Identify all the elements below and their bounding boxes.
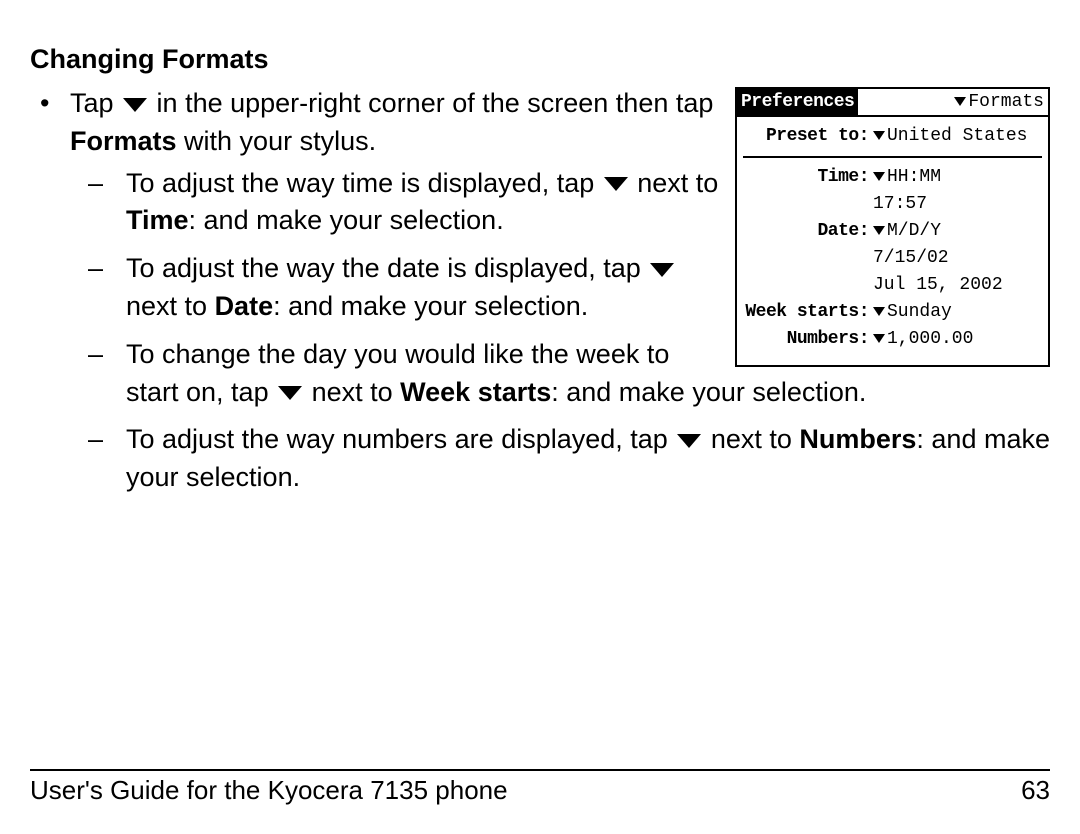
sub-item: To adjust the way time is displayed, tap… (126, 165, 1050, 241)
dropdown-icon (650, 263, 674, 277)
sub-item: To change the day you would like the wee… (126, 336, 1050, 412)
dropdown-icon (604, 177, 628, 191)
dropdown-icon (677, 434, 701, 448)
dropdown-icon (278, 386, 302, 400)
dropdown-icon (123, 98, 147, 112)
sub-item: To adjust the way the date is displayed,… (126, 250, 1050, 326)
section-heading: Changing Formats (30, 44, 1050, 75)
main-bullet: Tap in the upper-right corner of the scr… (70, 85, 1050, 497)
page-number: 63 (1021, 775, 1050, 806)
page-footer: User's Guide for the Kyocera 7135 phone … (30, 769, 1050, 806)
instruction-text: Tap in the upper-right corner of the scr… (30, 85, 1050, 497)
sub-item: To adjust the way numbers are displayed,… (126, 421, 1050, 497)
footer-title: User's Guide for the Kyocera 7135 phone (30, 775, 508, 806)
